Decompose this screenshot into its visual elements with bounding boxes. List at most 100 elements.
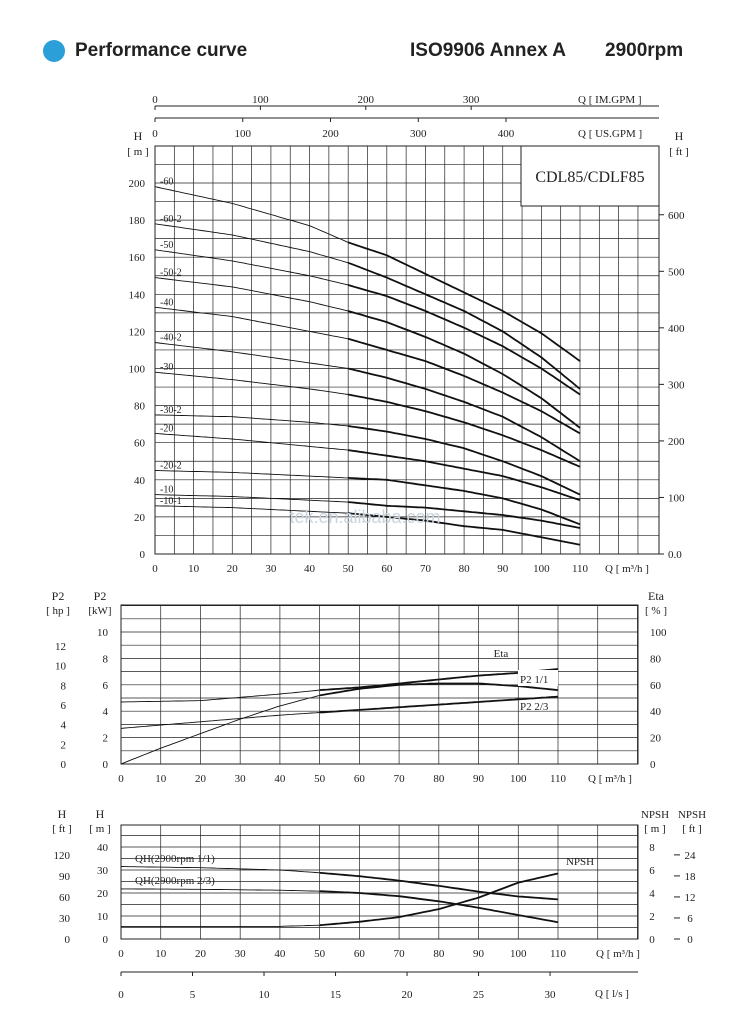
chart2-eta-tick: 40 xyxy=(650,706,662,718)
chart1-x-tick: 40 xyxy=(304,563,316,575)
chart2-kw-label: P2 xyxy=(94,589,107,603)
chart2-eta-tick: 60 xyxy=(650,680,662,692)
h-curve-label: -20-2 xyxy=(160,461,182,472)
h-curve-label: -10-1 xyxy=(160,496,182,507)
chart2-x-tick: 70 xyxy=(394,773,406,785)
chart2-kw-tick: 10 xyxy=(97,627,109,639)
chart3-x-tick: 110 xyxy=(550,948,567,960)
chart3-npsh-m-label: NPSH xyxy=(641,809,669,821)
power-curve-P2 1/1 xyxy=(120,689,320,703)
chart3-h-m-tick: 10 xyxy=(97,911,109,923)
h-curve-label: -50-2 xyxy=(160,268,182,279)
im-gpm-tick: 0 xyxy=(152,94,158,106)
im-gpm-tick: 100 xyxy=(252,94,269,106)
h-curve--60-2 xyxy=(154,223,349,264)
chart3-npsh-m-tick: 8 xyxy=(649,842,655,854)
chart2-x-tick: 50 xyxy=(314,773,326,785)
chart3-x-tick: 60 xyxy=(354,948,366,960)
chart2-kw-tick: 0 xyxy=(103,759,109,771)
chart3-npsh-ft-tick: 0 xyxy=(687,934,693,946)
ls-tick: 20 xyxy=(402,989,414,1001)
im-gpm-tick: 200 xyxy=(358,94,375,106)
chart2-kw-tick: 6 xyxy=(103,680,109,692)
chart3-npsh-ft-tick: 6 xyxy=(687,913,693,925)
h-curve--50 xyxy=(347,284,581,396)
chart2-eta-label: Eta xyxy=(648,589,665,603)
qh-curve-NPSH xyxy=(121,924,320,927)
chart1-right-tick: 500 xyxy=(668,266,685,278)
chart2-kw-tick: 2 xyxy=(103,733,109,745)
chart3-x-tick: 80 xyxy=(433,948,445,960)
im-gpm-label: Q [ IM.GPM ] xyxy=(578,94,642,106)
chart3-h-m-tick: 20 xyxy=(97,888,109,900)
chart1-y-label: [ m ] xyxy=(127,146,148,158)
chart1-x-tick: 20 xyxy=(227,563,239,575)
chart2-x-tick: 100 xyxy=(510,773,527,785)
chart1-x-tick: 100 xyxy=(533,563,550,575)
chart3-npsh-m-tick: 4 xyxy=(649,888,655,900)
chart1-x-tick: 80 xyxy=(459,563,471,575)
p2-label-bg xyxy=(518,670,558,686)
chart1-x-tick: 60 xyxy=(381,563,393,575)
h-curve--40-2 xyxy=(154,342,349,369)
chart2-eta-tick: 100 xyxy=(650,627,667,639)
h-curve--50 xyxy=(154,249,349,286)
chart1-y-tick: 40 xyxy=(134,475,146,487)
h-curve--20 xyxy=(154,432,349,451)
chart3-h-m-label: [ m ] xyxy=(89,823,110,835)
speed-label: 2900rpm xyxy=(605,40,684,61)
h-curve--50-2 xyxy=(347,310,581,429)
h-curve-label: -60 xyxy=(160,177,173,188)
us-gpm-tick: 0 xyxy=(152,128,158,140)
qh-curve-QH(2900rpm 1/1) xyxy=(319,871,559,901)
h-curve--10-1 xyxy=(154,505,349,514)
h-curve--60 xyxy=(347,241,581,362)
chart2-hp-tick: 6 xyxy=(61,700,67,712)
ls-tick: 10 xyxy=(259,989,271,1001)
chart2-x-tick: 30 xyxy=(235,773,247,785)
chart2-x-tick: 80 xyxy=(433,773,445,785)
h-curve-label: -40-2 xyxy=(160,333,182,344)
chart3-h-ft-tick: 60 xyxy=(59,892,71,904)
h-curve-label: -50 xyxy=(160,240,173,251)
qh-curve-QH(2900rpm 2/3) xyxy=(319,890,559,924)
chart3-x-tick: 30 xyxy=(235,948,247,960)
chart1-title: CDL85/CDLF85 xyxy=(535,169,644,186)
h-curve-label: -60-2 xyxy=(160,214,182,225)
chart2-hp-tick: 2 xyxy=(61,739,67,751)
chart1-x-tick: 110 xyxy=(572,563,589,575)
chart1-right-tick: 400 xyxy=(668,323,685,335)
h-curve--10 xyxy=(348,501,581,529)
chart3-h-ft-tick: 30 xyxy=(59,913,71,925)
chart1-right-label: H xyxy=(675,129,684,143)
power-curve-Eta xyxy=(319,682,559,697)
chart3-h-ft-tick: 0 xyxy=(65,934,71,946)
chart1-x-tick: 50 xyxy=(343,563,355,575)
chart3-h-m-tick: 0 xyxy=(103,934,109,946)
chart1-y-tick: 120 xyxy=(129,326,146,338)
chart3-h-m-label: H xyxy=(96,807,105,821)
h-curve--60-2 xyxy=(347,261,581,390)
chart3-x-tick: 70 xyxy=(394,948,406,960)
im-gpm-tick: 300 xyxy=(463,94,480,106)
chart1-y-tick: 200 xyxy=(129,178,146,190)
h-curve-label: -30 xyxy=(160,362,173,373)
chart3-npsh-m-label: [ m ] xyxy=(644,823,665,835)
chart1-right-tick: 100 xyxy=(668,492,685,504)
chart3-x-tick: 40 xyxy=(274,948,286,960)
chart2-x-tick: 0 xyxy=(118,773,124,785)
chart1-x-tick: 70 xyxy=(420,563,432,575)
power-curve-Eta xyxy=(120,694,320,765)
h-curve--60 xyxy=(154,186,349,243)
h-curve--30-2 xyxy=(154,414,349,427)
chart1-y-tick: 160 xyxy=(129,252,146,264)
chart1-right-tick: 200 xyxy=(668,436,685,448)
watermark: tek.en.alibaba.com xyxy=(289,507,440,527)
chart2-hp-tick: 10 xyxy=(55,661,67,673)
qh-curve-QH(2900rpm 1/1) xyxy=(120,866,320,874)
p2-partial-label: P2 2/3 xyxy=(520,701,549,713)
h-curve--40-2 xyxy=(347,367,581,463)
chart2-x-label: Q [ m³/h ] xyxy=(588,773,632,785)
chart2-eta-label: [ % ] xyxy=(645,605,667,617)
npsh-curve-label: NPSH xyxy=(566,856,594,868)
